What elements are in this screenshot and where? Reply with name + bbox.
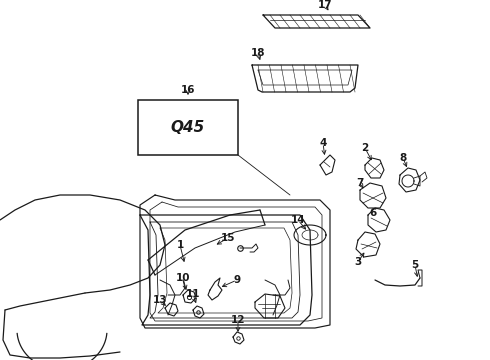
Text: 16: 16 — [181, 85, 195, 95]
Text: 8: 8 — [399, 153, 407, 163]
Text: 3: 3 — [354, 257, 362, 267]
Text: 13: 13 — [153, 295, 167, 305]
Text: 10: 10 — [176, 273, 190, 283]
Text: 11: 11 — [186, 289, 200, 299]
Bar — [138, 100, 238, 155]
Text: 15: 15 — [221, 233, 235, 243]
Text: 14: 14 — [291, 215, 305, 225]
Text: 2: 2 — [362, 143, 368, 153]
Text: 18: 18 — [251, 48, 265, 58]
Text: 4: 4 — [319, 138, 327, 148]
Text: 7: 7 — [356, 178, 364, 188]
Text: 6: 6 — [369, 208, 377, 218]
Text: 17: 17 — [318, 0, 332, 10]
Text: 5: 5 — [412, 260, 418, 270]
Text: 12: 12 — [231, 315, 245, 325]
Text: 1: 1 — [176, 240, 184, 250]
Text: 9: 9 — [233, 275, 241, 285]
Text: Q45: Q45 — [171, 121, 205, 135]
